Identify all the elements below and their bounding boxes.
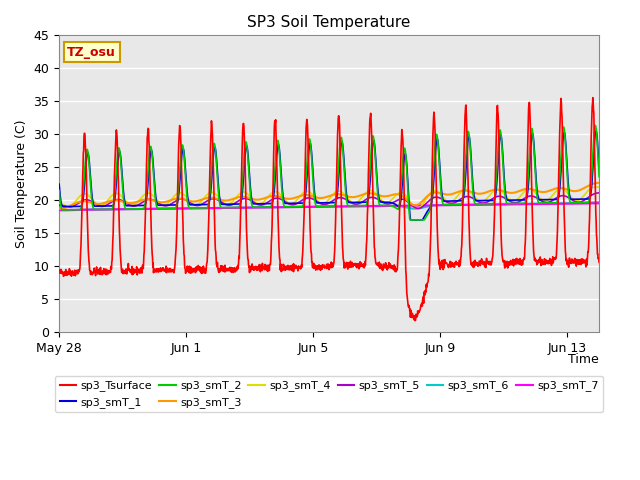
Title: SP3 Soil Temperature: SP3 Soil Temperature <box>248 15 411 30</box>
Text: TZ_osu: TZ_osu <box>67 46 116 59</box>
Legend: sp3_Tsurface, sp3_smT_1, sp3_smT_2, sp3_smT_3, sp3_smT_4, sp3_smT_5, sp3_smT_6, : sp3_Tsurface, sp3_smT_1, sp3_smT_2, sp3_… <box>55 376 603 412</box>
Text: Time: Time <box>568 353 599 366</box>
Y-axis label: Soil Temperature (C): Soil Temperature (C) <box>15 120 28 248</box>
